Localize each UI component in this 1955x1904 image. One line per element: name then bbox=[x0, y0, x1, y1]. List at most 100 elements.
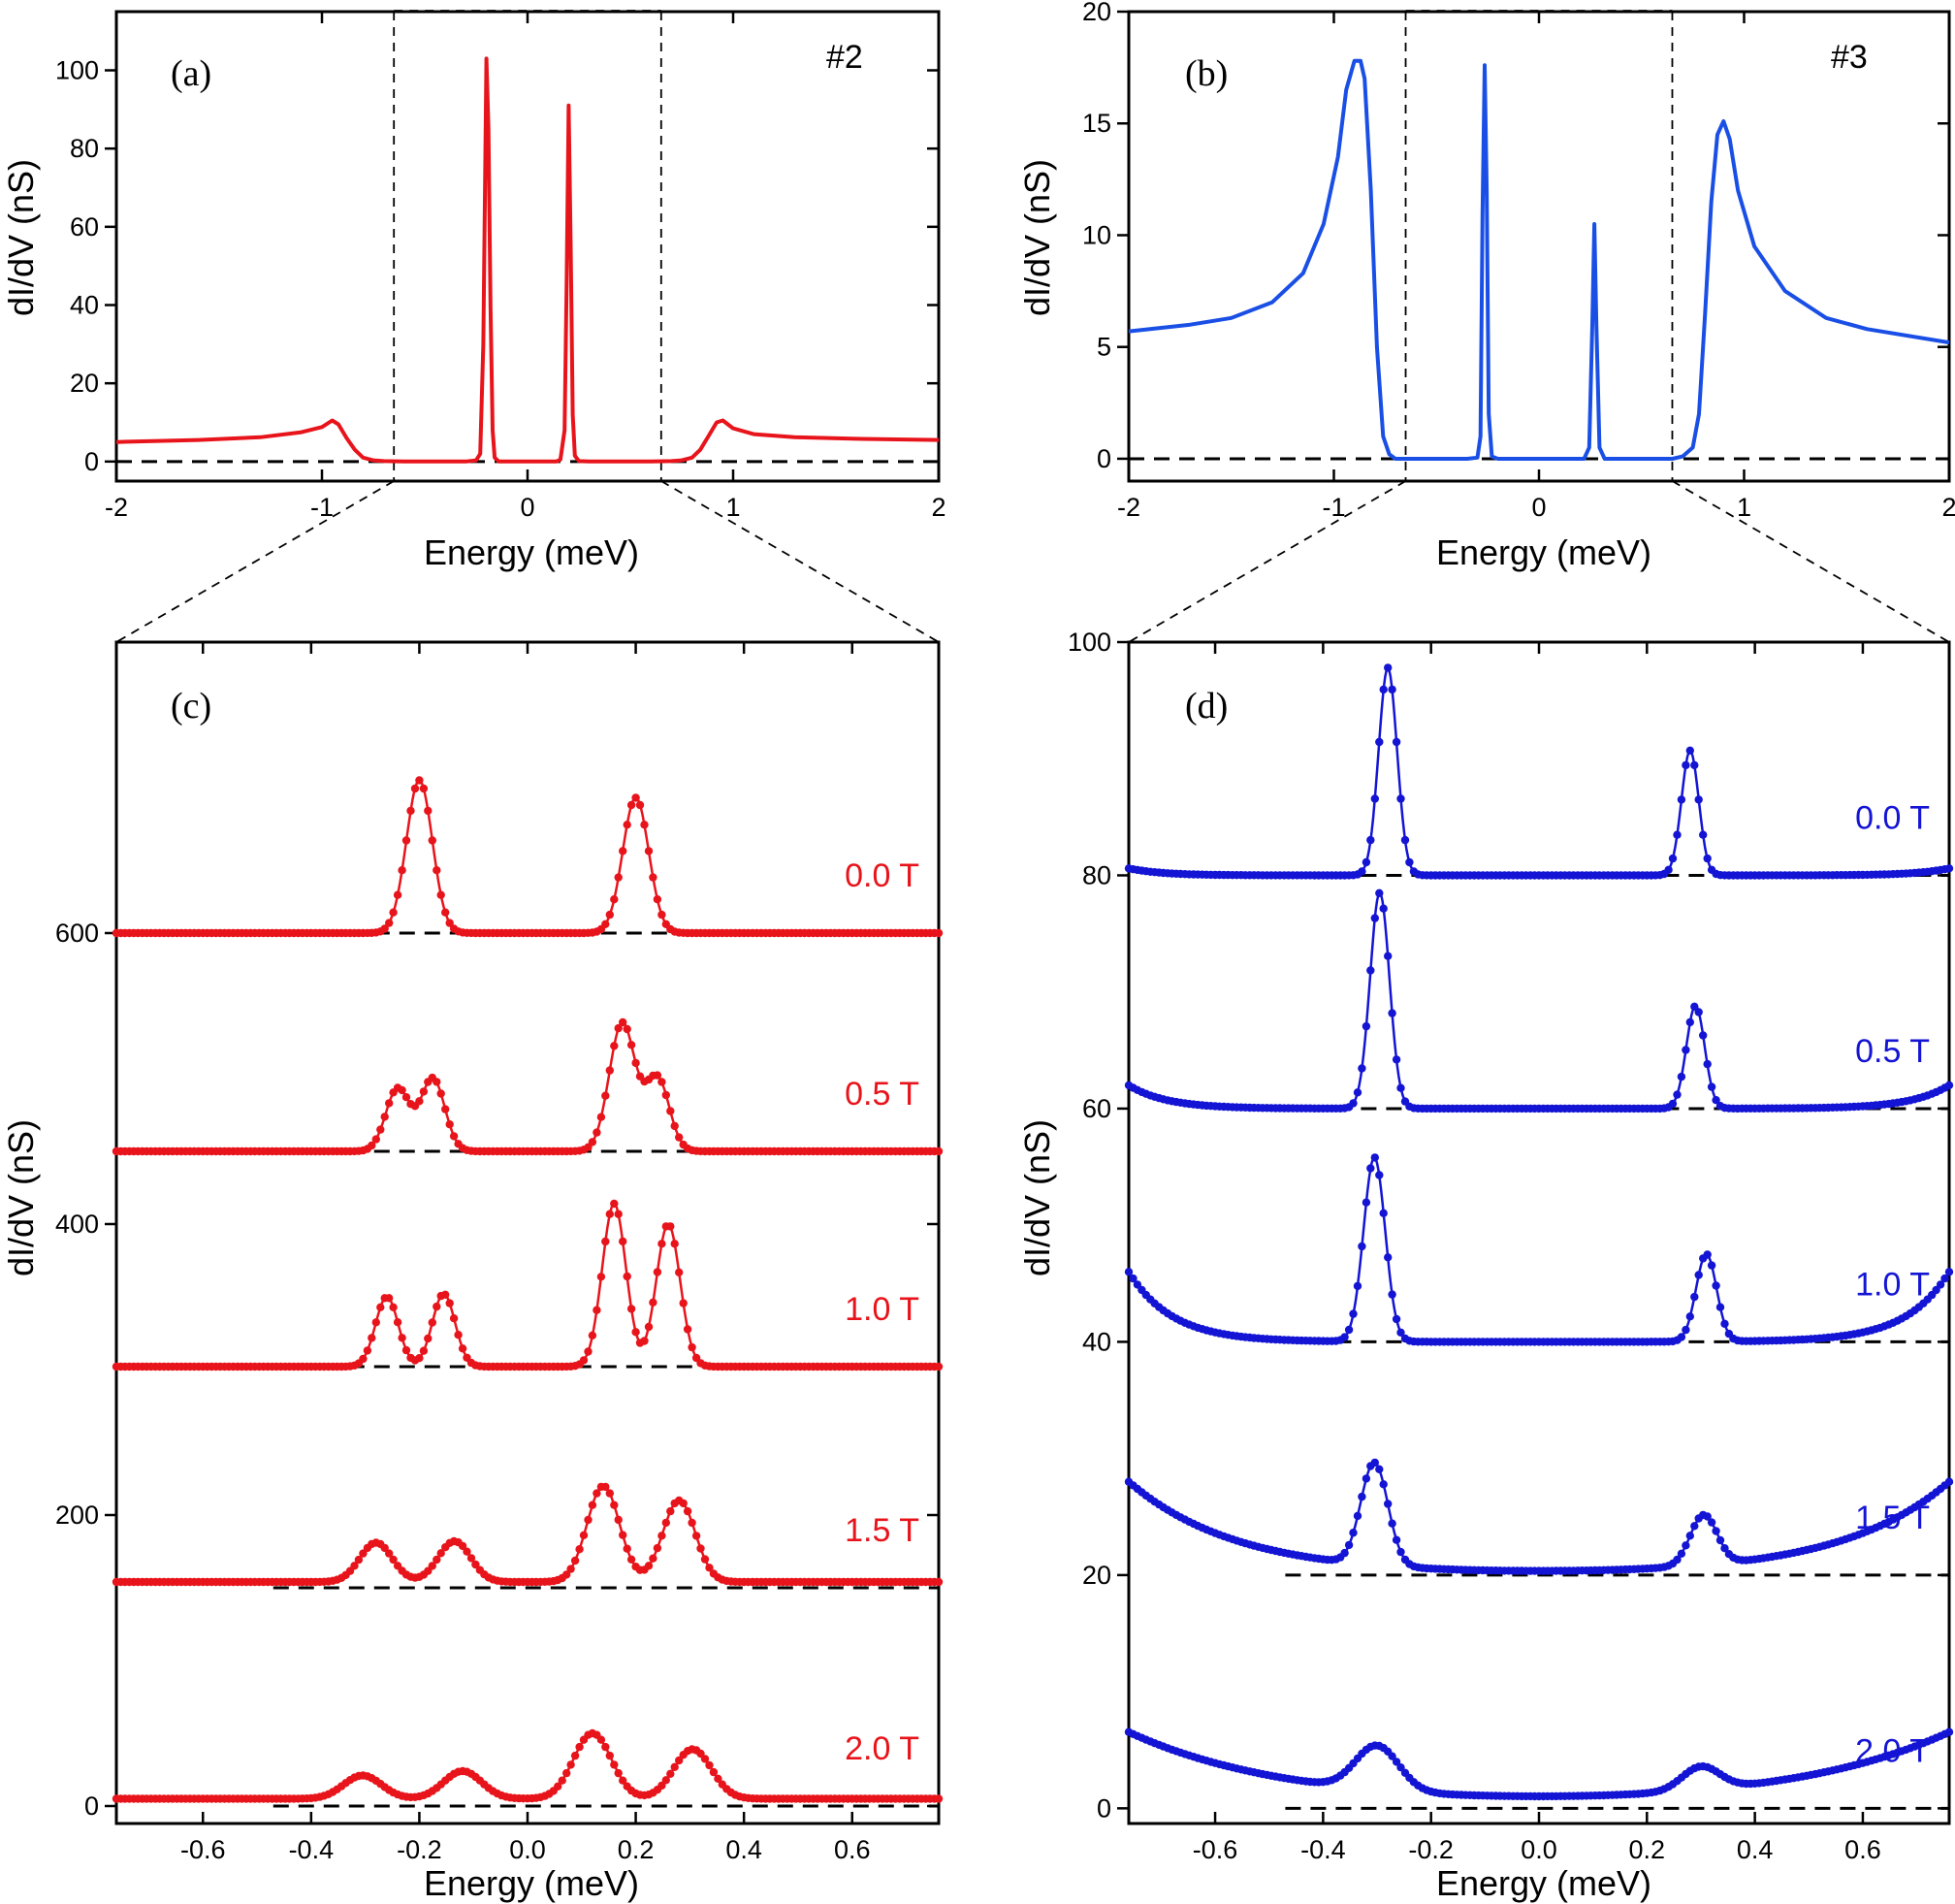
x-tick-label-c: -0.2 bbox=[397, 1835, 442, 1864]
data-point bbox=[627, 1041, 635, 1049]
data-point bbox=[441, 1105, 449, 1113]
data-point bbox=[433, 866, 440, 874]
y-tick-label-a: 40 bbox=[70, 291, 99, 320]
x-tick-label-d: 0.4 bbox=[1737, 1835, 1774, 1864]
plot-frame-a bbox=[116, 12, 939, 481]
data-point bbox=[372, 1135, 380, 1143]
data-point bbox=[610, 1200, 618, 1208]
data-point bbox=[631, 1328, 639, 1336]
data-point bbox=[1362, 858, 1370, 866]
plot-frame-b bbox=[1129, 12, 1949, 481]
data-point bbox=[1345, 1326, 1353, 1334]
data-point bbox=[385, 919, 393, 926]
data-point bbox=[654, 1268, 661, 1275]
data-point bbox=[1384, 952, 1392, 960]
data-point bbox=[1388, 686, 1395, 694]
y-tick-label-b: 20 bbox=[1082, 0, 1111, 26]
data-point bbox=[1349, 1529, 1357, 1536]
data-point bbox=[1388, 1009, 1395, 1017]
data-point bbox=[1393, 1055, 1400, 1063]
data-point bbox=[1704, 1060, 1712, 1068]
x-tick-label-d: 0.2 bbox=[1629, 1835, 1666, 1864]
data-point bbox=[657, 1240, 665, 1247]
zoom-connectors bbox=[116, 481, 1949, 642]
data-point bbox=[1396, 1548, 1404, 1556]
data-point bbox=[615, 1769, 623, 1777]
data-point bbox=[688, 1519, 695, 1527]
data-point bbox=[580, 1356, 588, 1364]
data-point bbox=[1720, 1320, 1728, 1328]
data-point bbox=[1340, 1333, 1348, 1340]
data-point bbox=[640, 1337, 648, 1344]
data-point bbox=[1686, 1018, 1694, 1026]
data-point bbox=[1690, 1293, 1698, 1301]
x-tick-label-c: 0.4 bbox=[725, 1835, 762, 1864]
data-point bbox=[424, 1335, 432, 1342]
y-tick-label-c: 0 bbox=[84, 1791, 99, 1821]
data-point bbox=[364, 1346, 371, 1354]
data-point bbox=[437, 891, 445, 899]
y-tick-label-a: 0 bbox=[84, 447, 99, 476]
data-point bbox=[1371, 914, 1379, 921]
data-point bbox=[589, 1501, 596, 1509]
y-tick-label-b: 5 bbox=[1097, 333, 1111, 362]
data-point bbox=[1945, 1268, 1953, 1275]
data-point bbox=[584, 1347, 592, 1355]
panel-a-x-axis-label: Energy (meV) bbox=[424, 532, 639, 572]
data-point bbox=[624, 1273, 631, 1280]
data-point bbox=[398, 866, 405, 874]
data-point bbox=[402, 1093, 410, 1101]
data-point bbox=[1393, 1315, 1400, 1323]
data-point bbox=[1354, 1512, 1362, 1520]
data-point bbox=[1690, 1522, 1698, 1530]
data-point bbox=[454, 1331, 462, 1339]
data-point bbox=[935, 929, 943, 937]
data-point bbox=[1704, 855, 1712, 862]
panel-d: -0.6 -0.4 -0.2 0.0 0.2 0.4 0.6 0 20 40 60 80 100 0.0 … bbox=[1017, 628, 1953, 1903]
data-markers-d bbox=[1125, 663, 1953, 880]
data-point bbox=[1349, 1309, 1357, 1317]
data-markers-c bbox=[112, 1483, 943, 1587]
field-label-d: 2.0 T bbox=[1855, 1732, 1930, 1769]
data-point bbox=[1699, 831, 1707, 839]
x-tick-label-c: -0.6 bbox=[180, 1835, 226, 1864]
data-point bbox=[1673, 1090, 1681, 1098]
data-point bbox=[615, 1516, 623, 1524]
data-point bbox=[376, 1125, 384, 1133]
data-point bbox=[601, 1743, 609, 1751]
data-point bbox=[1669, 855, 1677, 862]
x-tick-label-d: -0.6 bbox=[1193, 1835, 1238, 1864]
data-point bbox=[562, 1769, 570, 1777]
data-point bbox=[649, 1555, 657, 1563]
data-point bbox=[1371, 1153, 1379, 1161]
data-point bbox=[359, 1355, 367, 1363]
data-point bbox=[402, 836, 410, 844]
data-point bbox=[1678, 1333, 1685, 1340]
zoom-connector-right-b bbox=[1672, 481, 1949, 642]
fit-line-d bbox=[1129, 893, 1949, 1109]
data-point bbox=[1384, 1500, 1392, 1507]
data-point bbox=[657, 1532, 665, 1539]
data-point bbox=[935, 1363, 943, 1371]
data-point bbox=[1371, 1459, 1379, 1467]
x-tick-label-a: 0 bbox=[520, 493, 534, 522]
x-tick-label-a: 1 bbox=[725, 493, 740, 522]
data-point bbox=[1388, 1520, 1395, 1528]
data-point bbox=[571, 1557, 579, 1565]
data-markers-d bbox=[1125, 1728, 1953, 1801]
data-point bbox=[597, 1113, 605, 1121]
data-point bbox=[688, 1343, 695, 1351]
data-markers-d bbox=[1125, 889, 1953, 1113]
spectrum-line-a bbox=[116, 58, 939, 461]
data-point bbox=[606, 1066, 614, 1074]
field-label-c: 2.0 T bbox=[845, 1730, 919, 1767]
data-point bbox=[684, 1507, 691, 1515]
x-tick-label-c: -0.4 bbox=[289, 1835, 335, 1864]
data-point bbox=[559, 1777, 566, 1785]
data-point bbox=[619, 847, 626, 855]
zoom-connector-left-a bbox=[116, 481, 394, 642]
panel-a-label: (a) bbox=[171, 53, 211, 94]
panel-c-y-axis-label: dI/dV (nS) bbox=[1, 1119, 41, 1276]
data-point bbox=[666, 1222, 674, 1230]
data-point bbox=[1375, 889, 1383, 897]
